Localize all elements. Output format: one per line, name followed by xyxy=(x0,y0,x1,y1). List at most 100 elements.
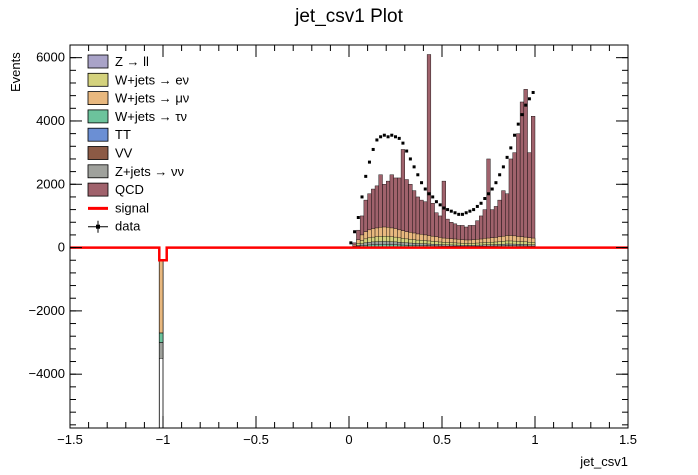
legend-label: W+jets → τν xyxy=(115,109,187,124)
data-point xyxy=(453,211,457,215)
data-point xyxy=(390,133,394,137)
data-point xyxy=(509,146,513,150)
y-tick-label: 2000 xyxy=(36,176,65,191)
qcd-bar xyxy=(516,133,521,248)
data-point xyxy=(416,173,420,177)
legend-swatch xyxy=(87,91,109,105)
y-tick-label: 4000 xyxy=(36,113,65,128)
data-point xyxy=(501,165,505,169)
data-point xyxy=(472,208,476,212)
x-tick-label: 1 xyxy=(531,432,538,447)
signal-line xyxy=(70,246,628,262)
data-point xyxy=(457,212,461,216)
data-point xyxy=(505,155,509,159)
x-tick-label: 1.5 xyxy=(619,432,637,447)
data-point xyxy=(487,192,490,196)
data-point xyxy=(468,209,472,213)
data-point xyxy=(527,97,531,101)
x-tick-label: 0 xyxy=(345,432,352,447)
data-point xyxy=(405,149,409,153)
qcd-bar xyxy=(441,180,446,248)
legend-marker-dot xyxy=(96,224,100,229)
x-tick-label: −0.5 xyxy=(243,432,269,447)
data-point xyxy=(460,212,464,216)
legend-swatch xyxy=(87,72,109,87)
legend-swatch xyxy=(87,127,109,142)
data-point xyxy=(375,138,379,142)
legend-label: TT xyxy=(115,127,131,142)
data-point xyxy=(434,200,438,204)
qcd-bar xyxy=(531,116,536,248)
legend-label: signal xyxy=(115,200,149,215)
qcd-bar xyxy=(527,152,532,248)
legend-label: W+jets → μν xyxy=(115,91,189,106)
data-point xyxy=(401,141,405,145)
data-point xyxy=(446,208,450,212)
legend-label: W+jets → eν xyxy=(115,72,189,87)
data-point xyxy=(464,211,468,215)
legend-label: VV xyxy=(115,146,133,161)
qcd-bar xyxy=(519,101,525,248)
data-point xyxy=(394,135,397,139)
x-axis-label: jet_csv1 xyxy=(580,454,628,469)
data-point xyxy=(513,133,517,137)
data-point xyxy=(412,165,416,169)
data-point xyxy=(475,204,479,208)
data-point xyxy=(397,136,401,140)
data-point xyxy=(371,147,375,151)
legend-label: Z → ll xyxy=(115,54,149,69)
data-point xyxy=(490,187,494,191)
data-point xyxy=(531,90,535,94)
data-point xyxy=(367,160,371,164)
y-tick-label: −4000 xyxy=(28,366,65,381)
qcd-bar xyxy=(512,152,517,248)
histogram-stack xyxy=(70,54,628,428)
chart-title: jet_csv1 Plot xyxy=(295,6,403,27)
negative-bin-layer xyxy=(159,342,164,359)
data-point xyxy=(498,173,502,177)
legend-label: QCD xyxy=(115,182,144,197)
data-point xyxy=(382,133,386,137)
data-point xyxy=(427,192,431,196)
qcd-bar xyxy=(426,54,432,248)
qcd-bar xyxy=(486,158,491,248)
legend-label: data xyxy=(115,219,141,234)
data-point xyxy=(494,181,498,185)
legend-swatch xyxy=(87,164,109,179)
data-point xyxy=(449,209,453,213)
legend-swatch xyxy=(87,146,109,160)
data-point xyxy=(423,187,427,191)
data-point xyxy=(442,206,446,210)
data-point xyxy=(438,203,442,207)
plot-area xyxy=(70,54,628,428)
data-point xyxy=(360,195,364,199)
data-point xyxy=(483,197,487,201)
negative-bin-layer xyxy=(159,332,164,343)
negative-bin-layer xyxy=(159,259,164,334)
data-point xyxy=(349,241,353,245)
data-point xyxy=(379,135,383,139)
data-point xyxy=(408,157,412,161)
legend-swatch xyxy=(87,54,109,69)
data-point xyxy=(420,181,424,185)
data-point xyxy=(524,103,528,107)
qcd-bar xyxy=(523,89,528,248)
data-point xyxy=(520,113,524,117)
data-point xyxy=(356,216,360,220)
x-tick-label: −1.5 xyxy=(57,432,83,447)
data-point xyxy=(364,174,368,178)
x-tick-label: 0.5 xyxy=(433,432,451,447)
data-point xyxy=(516,122,520,126)
data-point xyxy=(479,201,483,205)
legend-label: Z+jets → νν xyxy=(115,164,184,179)
y-tick-label: −2000 xyxy=(28,303,65,318)
data-point xyxy=(386,135,390,139)
axes: −1.5 −1 −0.5 0 0.5 1 1.5 −4000 −2000 0 2000 4000 600… xyxy=(28,44,637,447)
legend-swatch xyxy=(87,109,109,124)
legend: Z → ll W+jets → eν W+jets → μν W+jets → τν T… xyxy=(87,54,189,234)
legend-swatch xyxy=(87,182,109,197)
x-tick-label: −1 xyxy=(156,432,171,447)
qcd-bar xyxy=(508,158,513,248)
data-point xyxy=(353,230,357,234)
